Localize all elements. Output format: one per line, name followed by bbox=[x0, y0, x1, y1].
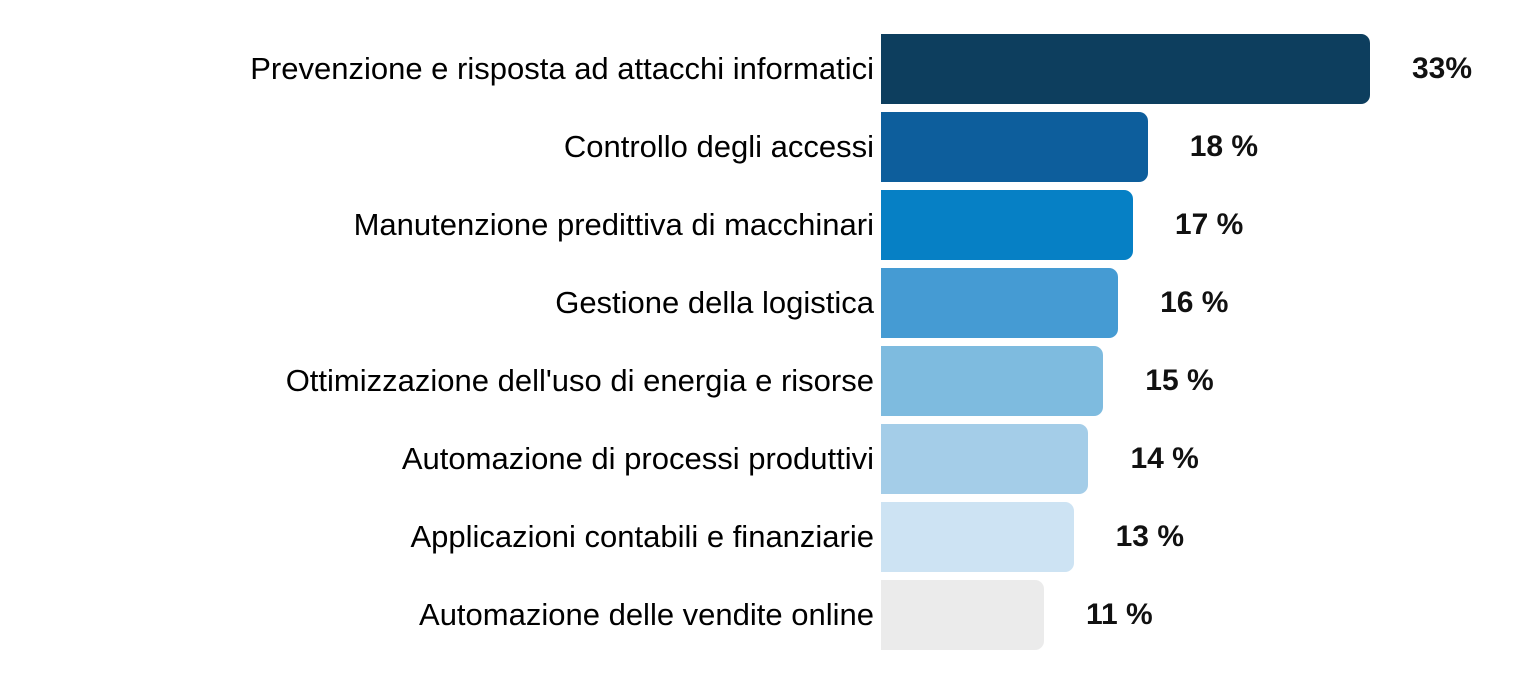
value-label: 15 % bbox=[1145, 364, 1214, 397]
value-label: 18 % bbox=[1189, 130, 1259, 163]
value-label: 33% bbox=[1412, 52, 1473, 85]
bar bbox=[881, 190, 1133, 260]
bar-row: Gestione della logistica 16 % bbox=[0, 268, 1536, 338]
category-label: Prevenzione e risposta ad attacchi infor… bbox=[250, 50, 874, 86]
category-label: Gestione della logistica bbox=[555, 284, 874, 320]
bar-row: Applicazioni contabili e finanziarie 13 … bbox=[0, 502, 1536, 572]
value-label: 16 % bbox=[1160, 286, 1229, 319]
category-label: Automazione delle vendite online bbox=[419, 596, 874, 632]
bar bbox=[881, 268, 1119, 338]
category-label: Automazione di processi produttivi bbox=[401, 440, 874, 476]
value-label: 13 % bbox=[1115, 520, 1185, 553]
bar-row: Controllo degli accessi 18 % bbox=[0, 112, 1536, 182]
bar-row: Automazione di processi produttivi 14 % bbox=[0, 424, 1536, 494]
bar bbox=[881, 346, 1104, 416]
bar bbox=[881, 580, 1044, 650]
bar bbox=[881, 112, 1148, 182]
bar-row: Prevenzione e risposta ad attacchi infor… bbox=[0, 34, 1536, 104]
value-label: 11 % bbox=[1086, 598, 1153, 631]
bar-row: Ottimizzazione dell'uso di energia e ris… bbox=[0, 346, 1536, 416]
bar bbox=[881, 502, 1074, 572]
category-label: Controllo degli accessi bbox=[563, 128, 874, 164]
category-label: Manutenzione predittiva di macchinari bbox=[353, 206, 874, 242]
bar bbox=[881, 34, 1370, 104]
bar-row: Automazione delle vendite online 11 % bbox=[0, 580, 1536, 650]
value-label: 17 % bbox=[1174, 208, 1244, 241]
category-label: Ottimizzazione dell'uso di energia e ris… bbox=[285, 362, 874, 398]
value-label: 14 % bbox=[1130, 442, 1199, 475]
bar-row: Manutenzione predittiva di macchinari 17… bbox=[0, 190, 1536, 260]
category-label: Applicazioni contabili e finanziarie bbox=[410, 518, 874, 554]
bar bbox=[881, 424, 1089, 494]
